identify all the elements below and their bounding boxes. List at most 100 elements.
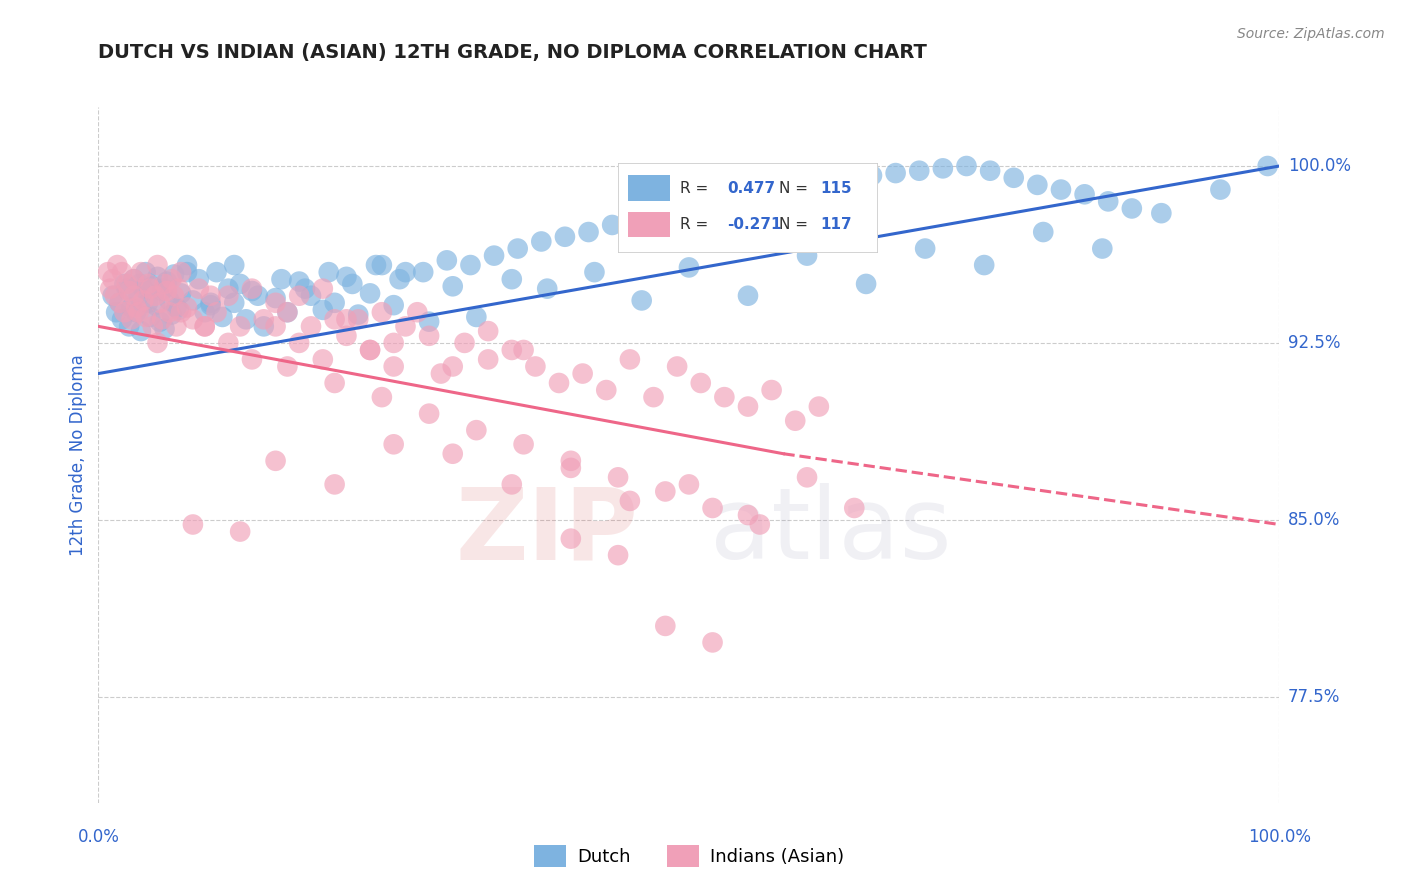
Point [165, 301, 187, 315]
Point [181, 312, 204, 326]
Point [153, 277, 176, 291]
Point [742, 187, 765, 202]
Point [176, 258, 198, 272]
Point [128, 305, 150, 319]
Point [323, 295, 346, 310]
Point [160, 272, 183, 286]
Point [364, 258, 387, 272]
Point [149, 315, 172, 329]
Point [160, 308, 183, 322]
Point [524, 359, 547, 374]
Point [136, 277, 159, 291]
Point [294, 282, 316, 296]
Point [115, 282, 138, 296]
Point [217, 282, 239, 296]
Point [430, 367, 453, 381]
Point [194, 305, 217, 319]
Point [766, 183, 789, 197]
Point [371, 258, 394, 272]
Point [560, 461, 582, 475]
Text: DUTCH VS INDIAN (ASIAN) 12TH GRADE, NO DIPLOMA CORRELATION CHART: DUTCH VS INDIAN (ASIAN) 12TH GRADE, NO D… [98, 44, 928, 62]
FancyBboxPatch shape [619, 162, 877, 253]
Point [246, 289, 269, 303]
Point [165, 319, 187, 334]
Point [359, 343, 381, 357]
Point [482, 249, 505, 263]
Point [217, 289, 239, 303]
Text: ZIP: ZIP [456, 483, 638, 580]
Point [143, 289, 166, 303]
Text: 0.477: 0.477 [727, 180, 775, 195]
Point [1002, 170, 1025, 185]
Point [844, 500, 866, 515]
Point [979, 163, 1001, 178]
Point [146, 269, 169, 284]
Point [1097, 194, 1119, 209]
Point [170, 305, 193, 319]
Point [118, 284, 141, 298]
Text: 85.0%: 85.0% [1288, 511, 1340, 529]
Point [270, 272, 292, 286]
Point [737, 400, 759, 414]
Point [121, 301, 143, 315]
Point [146, 258, 169, 272]
Point [689, 376, 711, 390]
Point [288, 275, 311, 289]
Point [101, 289, 124, 303]
Point [1091, 242, 1114, 256]
Point [624, 211, 647, 225]
Point [359, 286, 381, 301]
Point [104, 289, 127, 303]
Text: N =: N = [779, 217, 813, 232]
Point [713, 390, 735, 404]
Point [441, 359, 464, 374]
Point [264, 454, 287, 468]
Point [323, 376, 346, 390]
Point [112, 277, 135, 291]
Text: R =: R = [681, 180, 714, 195]
Point [132, 282, 155, 296]
Point [441, 447, 464, 461]
Point [477, 324, 499, 338]
Point [548, 376, 571, 390]
Point [536, 282, 558, 296]
Point [654, 484, 676, 499]
Point [136, 295, 159, 310]
Point [288, 335, 311, 350]
Point [335, 312, 357, 326]
Point [157, 293, 180, 308]
Point [814, 173, 837, 187]
Point [122, 289, 145, 303]
Point [163, 289, 186, 303]
Point [560, 532, 582, 546]
Point [696, 196, 718, 211]
Point [702, 635, 724, 649]
Point [607, 548, 630, 562]
Point [884, 166, 907, 180]
Point [382, 335, 405, 350]
Point [181, 517, 204, 532]
Point [167, 282, 190, 296]
Point [406, 305, 429, 319]
Point [142, 319, 165, 334]
Point [382, 437, 405, 451]
Point [583, 265, 606, 279]
Point [118, 319, 141, 334]
Point [139, 310, 162, 324]
Point [150, 312, 173, 326]
Point [796, 249, 818, 263]
Point [299, 289, 322, 303]
Point [371, 390, 394, 404]
Point [122, 272, 145, 286]
Point [97, 265, 120, 279]
Point [264, 319, 287, 334]
Point [1121, 202, 1143, 216]
Point [276, 359, 298, 374]
Point [465, 423, 488, 437]
Point [388, 272, 411, 286]
Point [643, 390, 665, 404]
Point [554, 229, 576, 244]
Text: 115: 115 [821, 180, 852, 195]
Point [666, 359, 689, 374]
Point [146, 335, 169, 350]
